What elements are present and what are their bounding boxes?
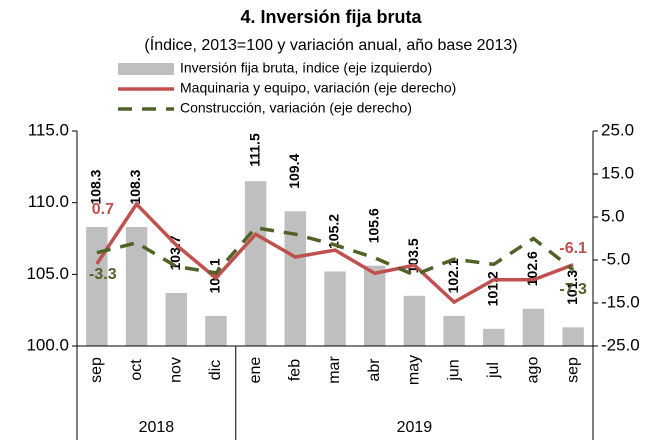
- bar-value-label: 111.5: [246, 133, 262, 167]
- annotation: 0.7: [92, 201, 114, 218]
- bar: [443, 315, 465, 346]
- bar: [562, 327, 584, 346]
- bar: [205, 315, 227, 346]
- bar-value-label: 101.3: [564, 270, 580, 305]
- legend-label: Maquinaria y equipo, variación (eje dere…: [180, 80, 456, 96]
- bar: [125, 227, 148, 346]
- bar: [165, 292, 187, 346]
- bar-value-label: 101.2: [484, 271, 500, 306]
- line: [96, 225, 575, 277]
- bar: [324, 271, 346, 346]
- group-label: 2019: [397, 419, 433, 436]
- bar-value-label: 102.1: [445, 258, 461, 293]
- x-tick-label: oct: [128, 359, 145, 381]
- annotation: -3.3: [89, 266, 117, 283]
- bar: [522, 308, 545, 346]
- x-tick-label: ene: [247, 357, 264, 384]
- y-tick-label: 110.0: [28, 192, 69, 211]
- group-label: 2018: [139, 419, 175, 436]
- bar-value-label: 108.3: [127, 169, 143, 204]
- bar: [86, 227, 108, 346]
- y2-tick-label: 5.0: [601, 206, 625, 225]
- annotation: -7.3: [559, 281, 587, 298]
- bar-value-label: 109.4: [286, 154, 302, 189]
- bar: [284, 211, 307, 346]
- x-tick-label: feb: [287, 359, 304, 381]
- legend-label: Construcción, variación (eje derecho): [180, 100, 412, 116]
- y2-tick-label: 25.0: [601, 120, 634, 139]
- y2-tick-label: -25.0: [601, 335, 640, 354]
- x-tick-label: sep: [88, 357, 105, 383]
- y2-tick-label: -5.0: [601, 249, 630, 268]
- bar: [403, 295, 426, 346]
- x-tick-label: abr: [366, 358, 383, 382]
- bar: [244, 181, 267, 346]
- x-tick-label: jul: [485, 362, 502, 379]
- chart-subtitle: (Índice, 2013=100 y variación anual, año…: [144, 35, 517, 54]
- bar-value-label: 105.6: [365, 208, 381, 243]
- line: [95, 201, 574, 305]
- y2-tick-label: 15.0: [601, 163, 634, 182]
- annotation: -6.1: [559, 240, 587, 257]
- x-tick-label: ago: [525, 357, 542, 384]
- x-tick-label: mar: [326, 356, 343, 384]
- y2-tick-label: -15.0: [601, 292, 640, 311]
- bar-value-label: 108.3: [88, 169, 104, 204]
- y-tick-label: 115.0: [28, 120, 69, 139]
- legend-swatch: [118, 63, 174, 75]
- x-tick-label: jun: [445, 359, 462, 381]
- x-tick-label: sep: [564, 357, 581, 383]
- x-tick-label: dic: [207, 360, 224, 380]
- y-tick-label: 100.0: [26, 335, 69, 354]
- bar: [363, 265, 386, 346]
- x-tick-label: may: [406, 355, 423, 385]
- bar: [483, 328, 505, 346]
- x-tick-label: nov: [167, 357, 184, 383]
- chart-title: 4. Inversión fija bruta: [240, 7, 422, 27]
- bar-value-label: 105.2: [326, 214, 342, 249]
- y-tick-label: 105.0: [26, 264, 69, 283]
- legend-label: Inversión fija bruta, índice (eje izquie…: [180, 60, 432, 76]
